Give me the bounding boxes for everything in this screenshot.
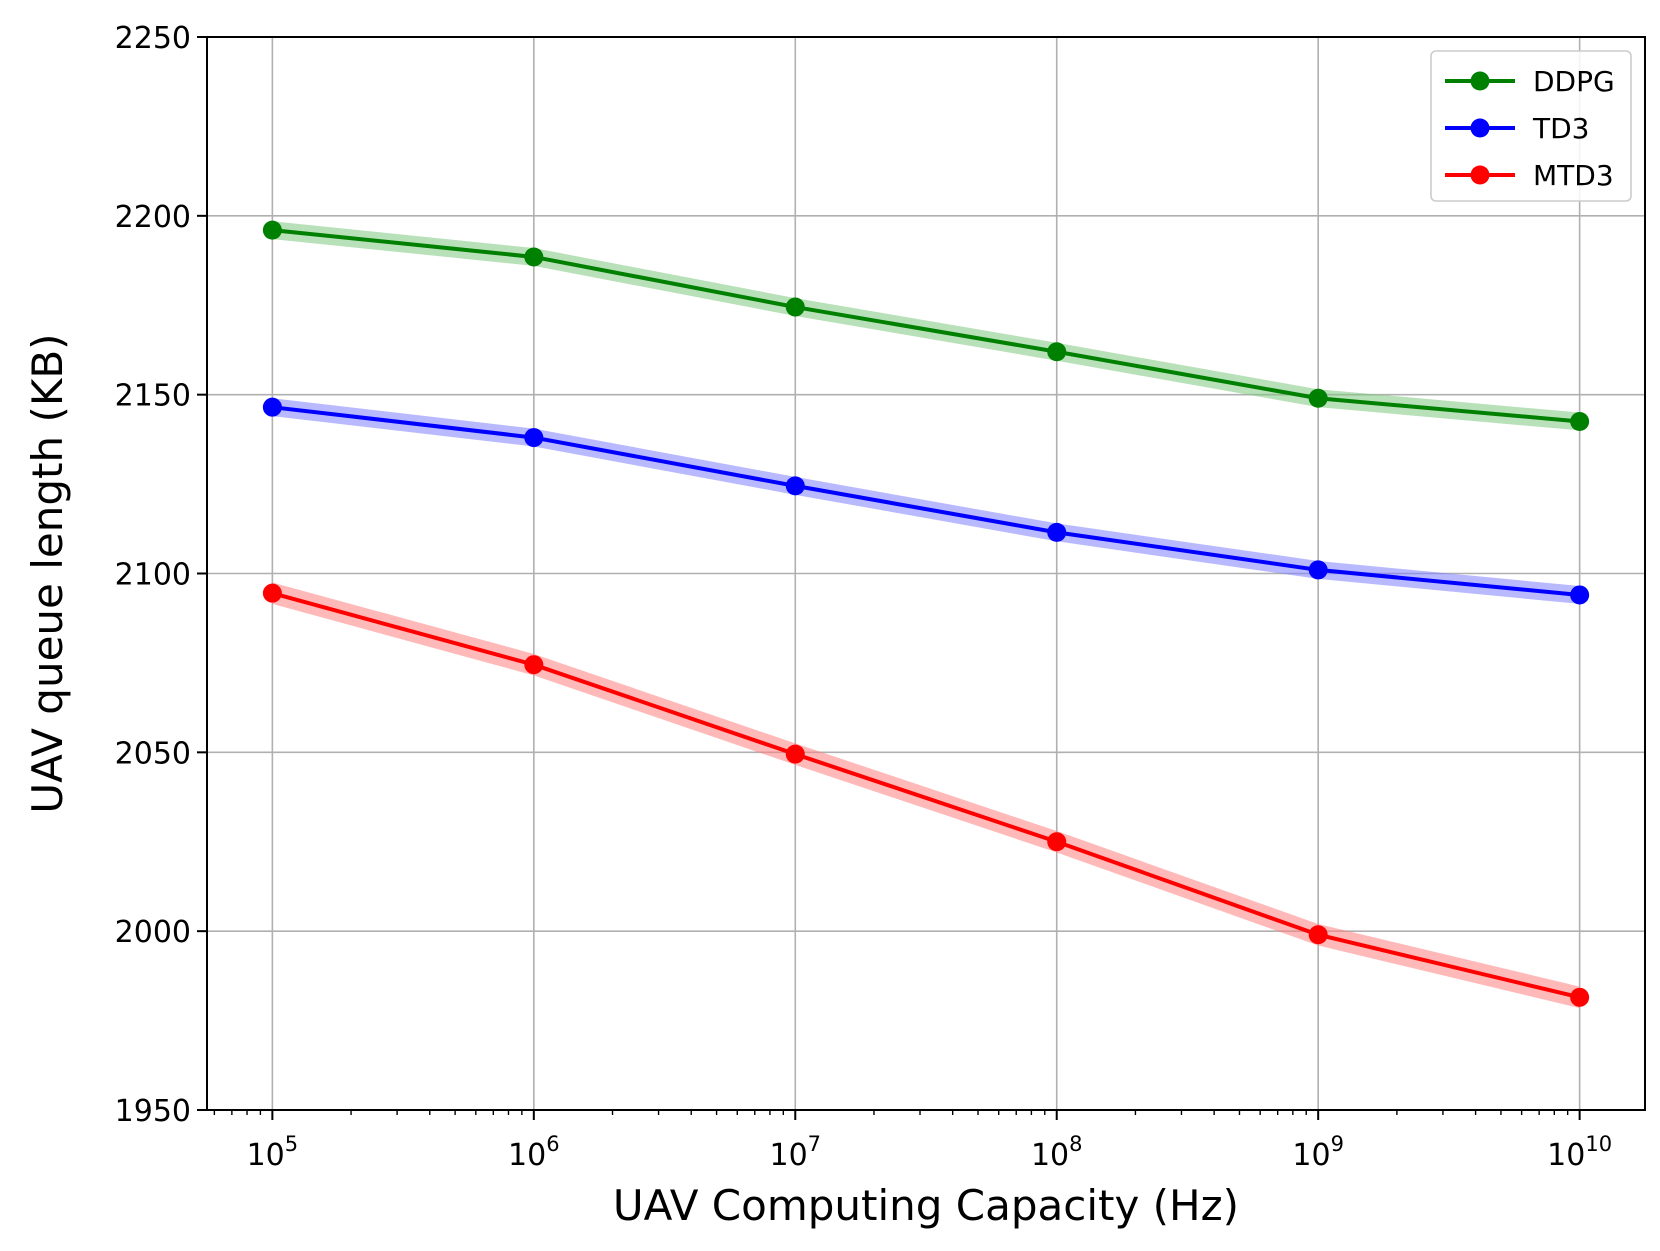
ddpg-point: [785, 297, 805, 317]
legend: DDPG TD3 MTD3: [1430, 50, 1632, 202]
x-tick-exponent: 9: [1331, 1132, 1344, 1156]
grid: [207, 36, 1645, 1111]
y-tick-label: 2150: [115, 379, 191, 414]
y-tick-label: 1950: [115, 1094, 191, 1129]
series-lines: [271, 228, 1581, 1000]
mtd3-line: [271, 591, 1581, 1000]
mtd3-point: [524, 655, 544, 675]
y-tick-label: 2250: [115, 21, 191, 56]
td3-point: [1047, 522, 1067, 542]
x-axis-ticks: 105 106 107 108 109 1010: [213, 1110, 1612, 1173]
ddpg-line: [272, 228, 1580, 424]
mtd3-point: [1570, 987, 1590, 1007]
ddpg-band: [272, 221, 1580, 431]
x-tick-base: 10: [508, 1138, 546, 1173]
td3-point: [262, 397, 282, 417]
td3-point: [524, 428, 544, 448]
x-tick-base: 10: [1292, 1138, 1330, 1173]
y-tick-label: 2100: [115, 558, 191, 593]
x-tick-base: 10: [247, 1138, 285, 1173]
td3-line: [272, 405, 1580, 597]
ddpg-point: [1047, 342, 1067, 362]
y-tick-label: 2050: [115, 736, 191, 771]
x-tick-exponent: 6: [546, 1132, 559, 1156]
ddpg-point: [1570, 411, 1590, 431]
mtd3-point: [1308, 925, 1328, 945]
x-tick-label: 107: [769, 1132, 821, 1173]
x-axis-label: UAV Computing Capacity (Hz): [613, 1181, 1239, 1230]
ddpg-legend-label: DDPG: [1533, 65, 1615, 98]
x-tick-exponent: 7: [808, 1132, 821, 1156]
mtd3-point: [1047, 832, 1067, 852]
y-axis-label: UAV queue length (KB): [23, 333, 72, 813]
y-axis-ticks: 1950 2000 2050 2100 2150 2200 2250: [115, 21, 207, 1129]
td3-legend-label: TD3: [1532, 112, 1589, 145]
y-tick-label: 2200: [115, 200, 191, 235]
ddpg-point: [262, 220, 282, 240]
mtd3-point: [785, 744, 805, 764]
ddpg-legend-marker: [1470, 71, 1490, 91]
x-tick-exponent: 8: [1069, 1132, 1082, 1156]
ddpg-point: [524, 247, 544, 267]
x-tick-label: 105: [247, 1132, 299, 1173]
td3-legend-marker: [1470, 118, 1490, 138]
x-tick-base: 10: [769, 1138, 807, 1173]
ddpg-point: [1308, 388, 1328, 408]
x-tick-label: 108: [1031, 1132, 1083, 1173]
y-tick-label: 2000: [115, 915, 191, 950]
x-tick-exponent: 10: [1585, 1132, 1612, 1156]
series-markers: [262, 220, 1590, 1007]
mtd3-legend-marker: [1470, 165, 1490, 185]
td3-point: [785, 476, 805, 496]
x-tick-label: 106: [508, 1132, 560, 1173]
x-tick-base: 10: [1031, 1138, 1069, 1173]
td3-point: [1570, 585, 1590, 605]
x-tick-exponent: 5: [285, 1132, 298, 1156]
x-tick-label: 1010: [1547, 1132, 1612, 1173]
x-tick-label: 109: [1292, 1132, 1344, 1173]
x-tick-base: 10: [1547, 1138, 1585, 1173]
mtd3-legend-label: MTD3: [1533, 159, 1614, 192]
mtd3-point: [262, 583, 282, 603]
td3-point: [1308, 560, 1328, 580]
